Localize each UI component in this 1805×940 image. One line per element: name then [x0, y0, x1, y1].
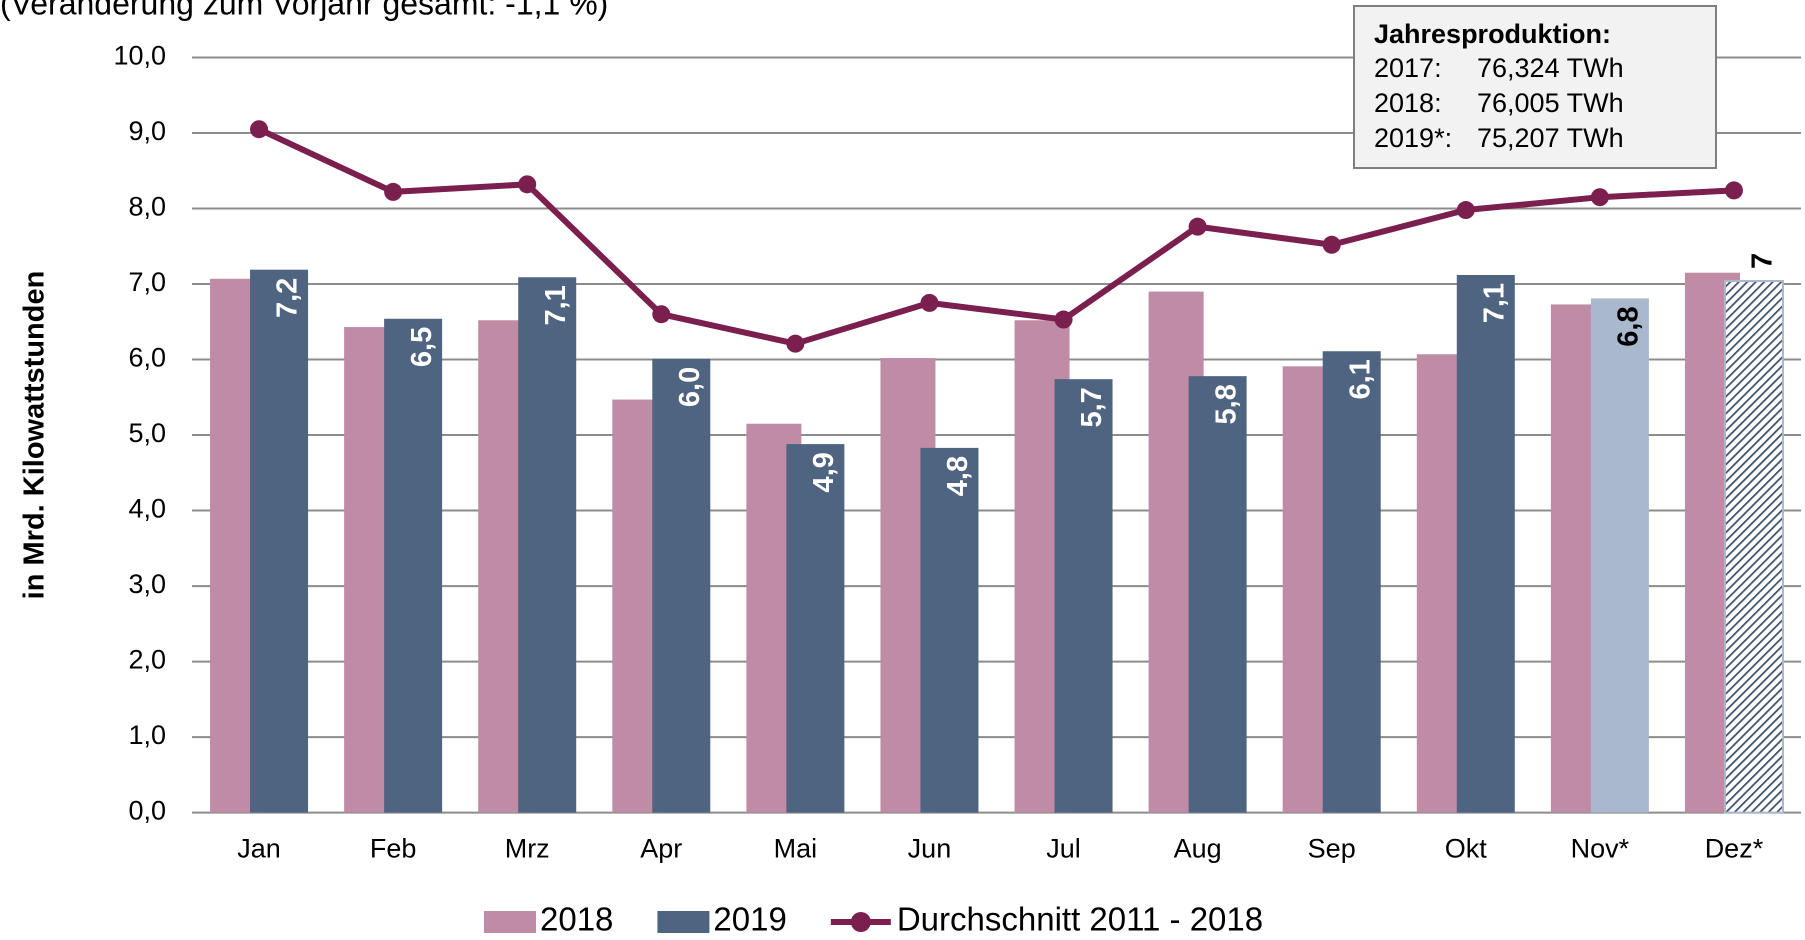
marker	[1322, 235, 1341, 254]
value-label: 7,2	[272, 278, 304, 318]
bar	[1723, 280, 1784, 814]
value-label: 7,1	[1478, 283, 1510, 323]
bar	[1456, 274, 1515, 813]
y-tick-label: 5,0	[128, 418, 166, 448]
marker	[518, 175, 537, 194]
annotation-year: 2018:	[1374, 88, 1442, 118]
legend-label: 2019	[713, 901, 786, 938]
value-label: 6,1	[1344, 359, 1376, 399]
bar	[1054, 379, 1113, 813]
value-label: 7	[1747, 253, 1779, 269]
value-label: 6,0	[674, 367, 706, 407]
x-tick-label: Mai	[774, 834, 818, 864]
x-tick-label: Nov*	[1571, 834, 1630, 864]
x-tick-label: Jul	[1046, 834, 1081, 864]
annotation-year: 2017:	[1374, 53, 1442, 83]
marker	[384, 182, 403, 201]
x-tick-label: Apr	[640, 834, 682, 864]
y-tick-label: 3,0	[128, 569, 166, 599]
y-tick-label: 1,0	[128, 720, 166, 750]
annotation-value: 75,207 TWh	[1477, 123, 1624, 153]
value-label: 4,9	[808, 452, 840, 492]
bar	[1322, 351, 1381, 813]
bar	[920, 447, 979, 813]
y-tick-label: 7,0	[128, 267, 166, 297]
x-tick-label: Aug	[1174, 834, 1222, 864]
subtitle: (Veränderung zum Vorjahr gesamt: -1,1 %)	[0, 0, 608, 21]
value-label: 4,8	[942, 456, 974, 496]
marker	[1188, 217, 1207, 236]
annotation-value: 76,005 TWh	[1477, 88, 1624, 118]
x-tick-label: Sep	[1308, 834, 1356, 864]
value-label: 6,5	[406, 327, 438, 367]
y-axis-label: in Mrd. Kilowattstunden	[19, 271, 51, 600]
line	[257, 126, 1735, 347]
bar	[1188, 376, 1247, 813]
legend-label: 2018	[540, 901, 613, 938]
y-tick-label: 0,0	[128, 796, 166, 826]
marker	[652, 305, 671, 324]
annotation-year: 2019*:	[1374, 123, 1452, 153]
annotation-value: 76,324 TWh	[1477, 53, 1624, 83]
legend-swatch	[657, 911, 710, 933]
y-tick-label: 9,0	[128, 116, 166, 146]
x-tick-label: Jun	[908, 834, 952, 864]
y-tick-label: 10,0	[113, 41, 166, 71]
legend-marker	[850, 912, 871, 932]
y-tick-label: 2,0	[128, 645, 166, 675]
bar	[786, 444, 845, 813]
y-tick-label: 6,0	[128, 343, 166, 373]
y-tick-label: 8,0	[128, 192, 166, 222]
annotation-box	[1353, 5, 1717, 169]
marker	[786, 334, 805, 353]
x-tick-label: Dez*	[1705, 834, 1764, 864]
legend-swatch	[484, 911, 536, 933]
marker	[1456, 201, 1475, 220]
value-label: 7,1	[540, 285, 572, 325]
x-tick-label: Mrz	[505, 834, 550, 864]
bar	[384, 318, 443, 813]
bar	[250, 269, 309, 813]
legend-label: Durchschnitt 2011 - 2018	[897, 901, 1263, 938]
x-tick-label: Okt	[1445, 834, 1488, 864]
marker	[1590, 188, 1609, 207]
annotation-title: Jahresproduktion:	[1374, 19, 1611, 49]
marker	[920, 293, 939, 312]
marker	[1054, 310, 1073, 329]
value-label: 5,7	[1076, 387, 1108, 427]
x-tick-label: Feb	[370, 834, 417, 864]
x-tick-label: Jan	[237, 834, 281, 864]
bar	[1590, 298, 1649, 813]
value-label: 6,8	[1613, 306, 1645, 346]
y-tick-label: 4,0	[128, 494, 166, 524]
bar	[518, 277, 577, 813]
value-label: 5,8	[1210, 384, 1242, 424]
marker	[250, 120, 269, 139]
marker	[1724, 181, 1743, 200]
bar	[652, 358, 711, 813]
